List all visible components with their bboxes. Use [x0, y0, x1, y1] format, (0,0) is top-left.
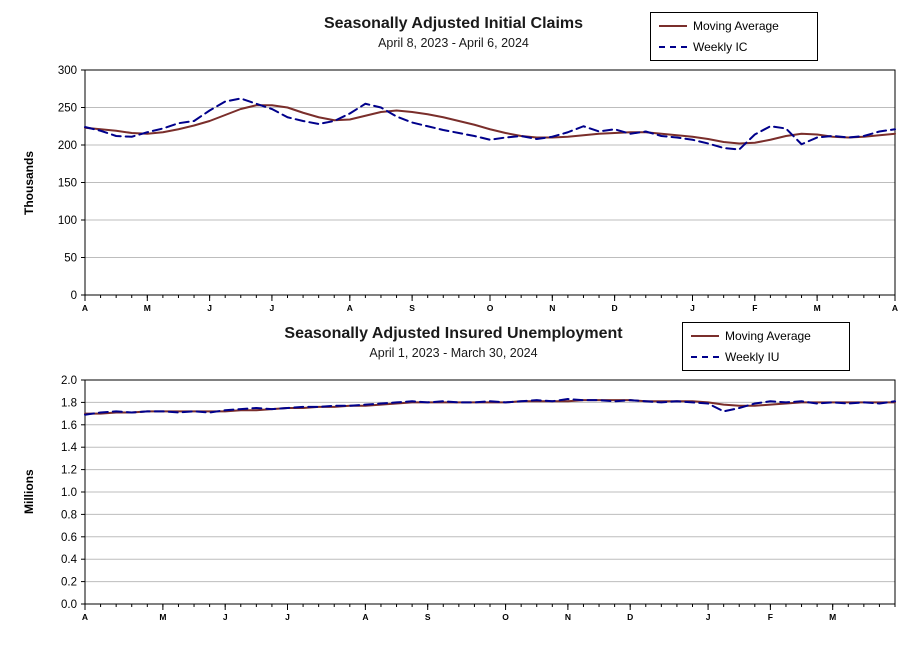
insured-unemployment-legend: Moving Average Weekly IU	[682, 322, 850, 371]
initial-claims-legend: Moving Average Weekly IC	[650, 12, 818, 61]
dashed-line-swatch-icon	[659, 46, 687, 48]
svg-text:1.0: 1.0	[61, 487, 77, 499]
initial-claims-plot: 0 50 100 150 200 250 300 A M J J A S O N D J F M A	[58, 65, 898, 313]
svg-text:O: O	[487, 303, 494, 313]
svg-text:M: M	[829, 612, 836, 622]
insured-unemployment-plot: 0.0 0.2 0.4 0.6 0.8 1.0 1.2 1.4 1.6 1.8 2.0 A M J J A S O…	[61, 375, 896, 622]
svg-text:D: D	[612, 303, 618, 313]
svg-text:N: N	[549, 303, 555, 313]
svg-text:2.0: 2.0	[61, 375, 77, 387]
svg-text:50: 50	[64, 253, 77, 265]
svg-text:J: J	[207, 303, 212, 313]
svg-text:J: J	[223, 612, 228, 622]
svg-text:F: F	[768, 612, 773, 622]
svg-text:A: A	[82, 303, 88, 313]
svg-text:100: 100	[58, 215, 77, 227]
svg-text:1.8: 1.8	[61, 397, 77, 409]
solid-line-swatch-icon	[691, 335, 719, 337]
svg-text:J: J	[690, 303, 695, 313]
legend-item-weekly-iu: Weekly IU	[691, 350, 841, 364]
svg-text:S: S	[425, 612, 431, 622]
svg-text:1.2: 1.2	[61, 465, 77, 477]
svg-text:300: 300	[58, 65, 77, 77]
svg-text:M: M	[144, 303, 151, 313]
svg-text:0.6: 0.6	[61, 532, 77, 544]
legend-label-weekly-ic: Weekly IC	[693, 40, 748, 54]
svg-text:A: A	[892, 303, 898, 313]
initial-claims-title: Seasonally Adjusted Initial Claims	[323, 15, 584, 32]
svg-text:150: 150	[58, 178, 77, 190]
svg-text:0: 0	[71, 290, 77, 302]
svg-text:S: S	[409, 303, 415, 313]
dashed-line-swatch-icon	[691, 356, 719, 358]
svg-text:0.8: 0.8	[61, 509, 77, 521]
legend-label-moving-average-2: Moving Average	[725, 329, 811, 343]
svg-text:J: J	[285, 612, 290, 622]
svg-text:A: A	[82, 612, 88, 622]
insured-unemployment-subtitle: April 1, 2023 - March 30, 2024	[369, 346, 538, 360]
svg-text:A: A	[347, 303, 353, 313]
svg-text:0.4: 0.4	[61, 554, 78, 566]
svg-text:D: D	[627, 612, 633, 622]
svg-text:A: A	[362, 612, 368, 622]
svg-text:200: 200	[58, 140, 77, 152]
svg-text:0.2: 0.2	[61, 577, 77, 589]
legend-label-moving-average: Moving Average	[693, 19, 779, 33]
svg-text:M: M	[159, 612, 166, 622]
legend-label-weekly-iu: Weekly IU	[725, 350, 780, 364]
insured-unemployment-title: Seasonally Adjusted Insured Unemployment	[284, 325, 623, 342]
svg-text:J: J	[270, 303, 275, 313]
legend-item-weekly-ic: Weekly IC	[659, 40, 809, 54]
svg-text:O: O	[502, 612, 509, 622]
solid-line-swatch-icon	[659, 25, 687, 27]
svg-text:M: M	[814, 303, 821, 313]
initial-claims-subtitle: April 8, 2023 - April 6, 2024	[378, 36, 529, 50]
svg-text:0.0: 0.0	[61, 599, 77, 611]
svg-text:1.4: 1.4	[61, 442, 78, 454]
svg-text:N: N	[565, 612, 571, 622]
svg-text:F: F	[752, 303, 757, 313]
legend-item-moving-average-2: Moving Average	[691, 329, 841, 343]
svg-text:250: 250	[58, 103, 77, 115]
svg-text:J: J	[706, 612, 711, 622]
svg-text:1.6: 1.6	[61, 420, 77, 432]
legend-item-moving-average: Moving Average	[659, 19, 809, 33]
